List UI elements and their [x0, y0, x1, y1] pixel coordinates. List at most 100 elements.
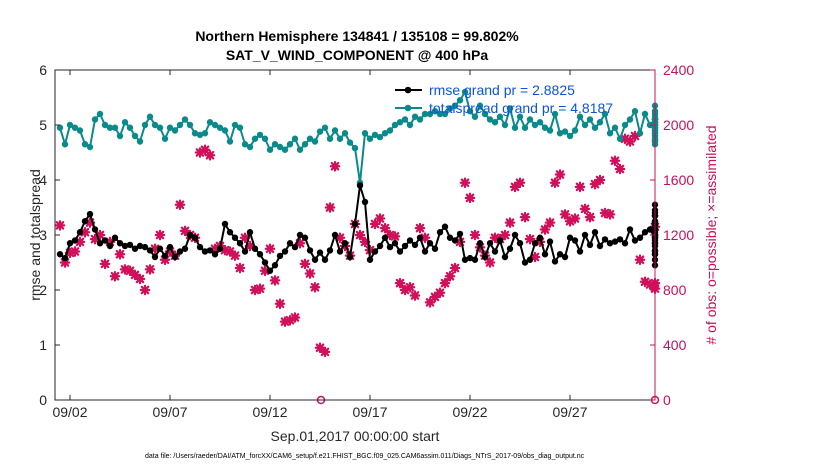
- x-tick-label: 09/27: [552, 404, 587, 420]
- totalspread-point: [396, 119, 404, 126]
- rmse-point: [306, 247, 314, 254]
- rmse-point: [96, 240, 104, 247]
- obs-assimilated-point: [639, 276, 651, 288]
- rmse-point: [526, 256, 534, 263]
- totalspread-point: [526, 116, 534, 123]
- rmse-point: [356, 182, 364, 189]
- chart-subtitle: SAT_V_WIND_COMPONENT @ 400 hPa: [226, 47, 489, 63]
- obs-assimilated-point: [549, 177, 561, 189]
- totalspread-point: [251, 135, 259, 142]
- totalspread-point: [361, 130, 369, 137]
- rmse-point: [376, 242, 384, 250]
- left-axis: 0 1 2 3 4 5 6: [39, 62, 60, 408]
- rmse-point: [341, 240, 349, 247]
- rmse-point: [236, 240, 244, 247]
- totalspread-point: [626, 116, 634, 123]
- obs-assimilated-point: [129, 269, 141, 281]
- rmse-point: [176, 248, 184, 255]
- rmse-point: [291, 243, 299, 251]
- rmse-point: [451, 237, 459, 244]
- obs-assimilated-point: [524, 233, 536, 245]
- plot-area: [54, 69, 661, 405]
- totalspread-point: [606, 130, 614, 137]
- obs-assimilated-point: [219, 244, 231, 256]
- rmse-point: [131, 245, 139, 252]
- rmse-point: [251, 245, 259, 252]
- totalspread-point: [186, 121, 194, 129]
- x-tick-label: 09/17: [352, 404, 387, 420]
- rmse-point: [246, 229, 254, 236]
- totalspread-point: [431, 108, 439, 115]
- obs-assimilated-point: [209, 243, 221, 255]
- y-left-tick-label: 3: [39, 227, 47, 243]
- obs-assimilated-point: [564, 215, 576, 227]
- rmse-point: [346, 253, 354, 261]
- totalspread-point: [196, 131, 204, 139]
- rmse-point: [636, 234, 644, 241]
- rmse-point: [471, 256, 479, 263]
- obs-assimilated-point: [569, 213, 581, 224]
- rmse-point: [171, 253, 179, 261]
- totalspread-point: [546, 127, 554, 134]
- rmse-point: [261, 259, 269, 266]
- rmse-point: [206, 247, 214, 254]
- totalspread-point: [91, 116, 99, 123]
- rmse-point: [576, 248, 584, 255]
- obs-assimilated-point: [544, 217, 556, 228]
- totalspread-point: [296, 146, 304, 153]
- totalspread-point: [371, 131, 379, 139]
- totalspread-point: [346, 139, 354, 146]
- obs-assimilated-point: [319, 346, 331, 358]
- rmse-point: [76, 229, 84, 236]
- totalspread-point: [176, 121, 184, 129]
- rmse-point: [351, 220, 359, 228]
- totalspread-point: [216, 124, 224, 131]
- totalspread-point: [566, 132, 574, 140]
- obs-assimilated-point: [249, 284, 261, 296]
- rmse-point: [551, 258, 559, 265]
- obs-assimilated-point: [504, 217, 516, 228]
- obs-assimilated-point: [324, 202, 336, 213]
- rmse-point: [556, 251, 564, 258]
- totalspread-point: [56, 124, 64, 131]
- totalspread-point: [491, 119, 499, 126]
- rmse-point: [281, 248, 289, 255]
- rmse-point: [121, 242, 129, 250]
- totalspread-point: [476, 102, 484, 109]
- totalspread-point: [611, 124, 619, 131]
- rmse-point: [566, 234, 574, 241]
- obs-assimilated-point: [489, 232, 501, 244]
- obs-assimilated-point: [254, 283, 266, 294]
- totalspread-point: [316, 128, 324, 135]
- totalspread-point: [451, 102, 459, 109]
- totalspread-point: [111, 124, 119, 131]
- rmse-point: [641, 229, 649, 236]
- totalspread-point: [311, 138, 319, 145]
- rmse-point: [481, 253, 489, 261]
- obs-assimilated-point: [614, 163, 626, 175]
- obs-assimilated-point: [439, 277, 451, 289]
- rmse-point: [186, 231, 194, 239]
- obs-assimilated-point: [369, 218, 381, 230]
- rmse-point: [561, 253, 569, 261]
- totalspread-point: [76, 127, 84, 134]
- x-tick-label: 09/22: [452, 404, 487, 420]
- rmse-point: [411, 241, 419, 249]
- rmse-point: [586, 241, 594, 249]
- totalspread-point: [571, 127, 579, 134]
- legend-spread-marker: [404, 104, 412, 112]
- totalspread-point: [486, 116, 494, 123]
- rmse-point: [436, 229, 444, 236]
- obs-assimilated-point: [354, 229, 366, 241]
- x-tick-label: 09/07: [152, 404, 187, 420]
- totalspread-point: [106, 124, 114, 131]
- rmse-point: [581, 231, 589, 239]
- rmse-point: [391, 240, 399, 247]
- obs-assimilated-point: [419, 232, 431, 244]
- obs-assimilated-point: [179, 225, 191, 237]
- rmse-point: [536, 234, 544, 241]
- rmse-point: [541, 251, 549, 258]
- obs-assimilated-point: [104, 236, 116, 248]
- totalspread-point: [171, 127, 179, 134]
- rmse-point: [136, 242, 144, 250]
